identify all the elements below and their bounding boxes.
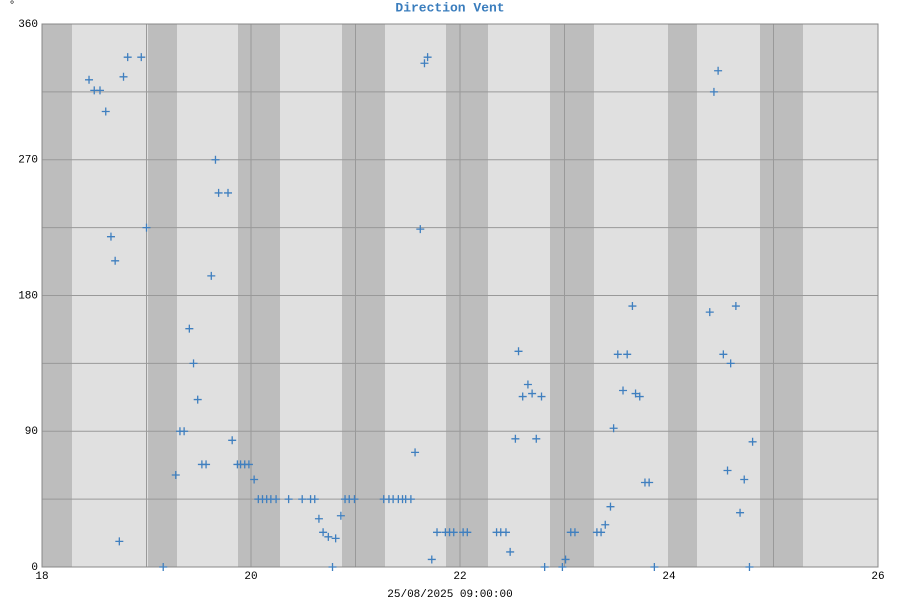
point [433, 528, 442, 537]
point [501, 528, 510, 537]
point [171, 470, 180, 479]
x-tick-label: 18 [35, 571, 48, 583]
point [159, 563, 168, 571]
point [119, 72, 128, 81]
x-axis-label: 25/08/2025 09:00:00 [387, 589, 512, 600]
point [570, 528, 579, 537]
point [623, 350, 632, 359]
point [650, 563, 659, 571]
point [314, 514, 323, 523]
point [202, 460, 211, 469]
point [420, 59, 429, 68]
point [561, 555, 570, 564]
point [635, 392, 644, 401]
point [185, 324, 194, 333]
point [95, 86, 104, 95]
point [328, 563, 337, 571]
point [224, 188, 233, 197]
point [123, 53, 132, 62]
point [244, 460, 253, 469]
point [613, 350, 622, 359]
point [714, 66, 723, 75]
y-tick-label: 270 [18, 155, 38, 167]
point [740, 475, 749, 484]
point [189, 359, 198, 368]
point [115, 537, 124, 546]
point [272, 495, 281, 504]
point [731, 302, 740, 311]
point [319, 528, 328, 537]
point [506, 547, 515, 556]
point [532, 434, 541, 443]
point [406, 495, 415, 504]
point [180, 427, 189, 436]
point [463, 528, 472, 537]
point [411, 448, 420, 457]
point [601, 520, 610, 529]
point [511, 434, 520, 443]
point [606, 502, 615, 511]
chart-title: Direction Vent [395, 0, 504, 15]
point [284, 495, 293, 504]
point [310, 495, 319, 504]
point [518, 392, 527, 401]
point [101, 107, 110, 116]
plot-frame [41, 23, 879, 568]
point [726, 359, 735, 368]
x-tick-label: 24 [662, 571, 676, 583]
point [523, 380, 532, 389]
y-tick-label: 90 [25, 426, 38, 438]
point [350, 495, 359, 504]
point [142, 223, 151, 232]
point [597, 528, 606, 537]
point [85, 75, 94, 84]
point [336, 511, 345, 520]
point [106, 232, 115, 241]
point [111, 256, 120, 265]
point [423, 53, 432, 62]
point [558, 563, 567, 571]
point [537, 392, 546, 401]
point [250, 475, 259, 484]
y-tick-label: 0 [31, 562, 38, 574]
point [228, 436, 237, 445]
x-tick-label: 26 [871, 571, 884, 583]
y-tick-label: 180 [18, 290, 38, 302]
x-tick-label: 22 [453, 571, 466, 583]
point [709, 87, 718, 96]
point [298, 495, 307, 504]
point [514, 347, 523, 356]
point [748, 437, 757, 446]
point [736, 508, 745, 517]
point [137, 53, 146, 62]
y-axis-label: ° [9, 0, 16, 12]
point [207, 271, 216, 280]
point [449, 528, 458, 537]
x-tick-label: 20 [244, 571, 257, 583]
point [719, 350, 728, 359]
point [628, 302, 637, 311]
point [331, 534, 340, 543]
point [609, 424, 618, 433]
point [211, 155, 220, 164]
point [528, 389, 537, 398]
point [631, 389, 640, 398]
y-tick-label: 360 [18, 19, 38, 31]
point [214, 188, 223, 197]
point [723, 466, 732, 475]
point [705, 308, 714, 317]
point [416, 225, 425, 234]
point [745, 563, 754, 571]
point [427, 555, 436, 564]
point [645, 478, 654, 487]
point [540, 563, 549, 571]
point [619, 386, 628, 395]
point [324, 532, 333, 541]
point [193, 395, 202, 404]
